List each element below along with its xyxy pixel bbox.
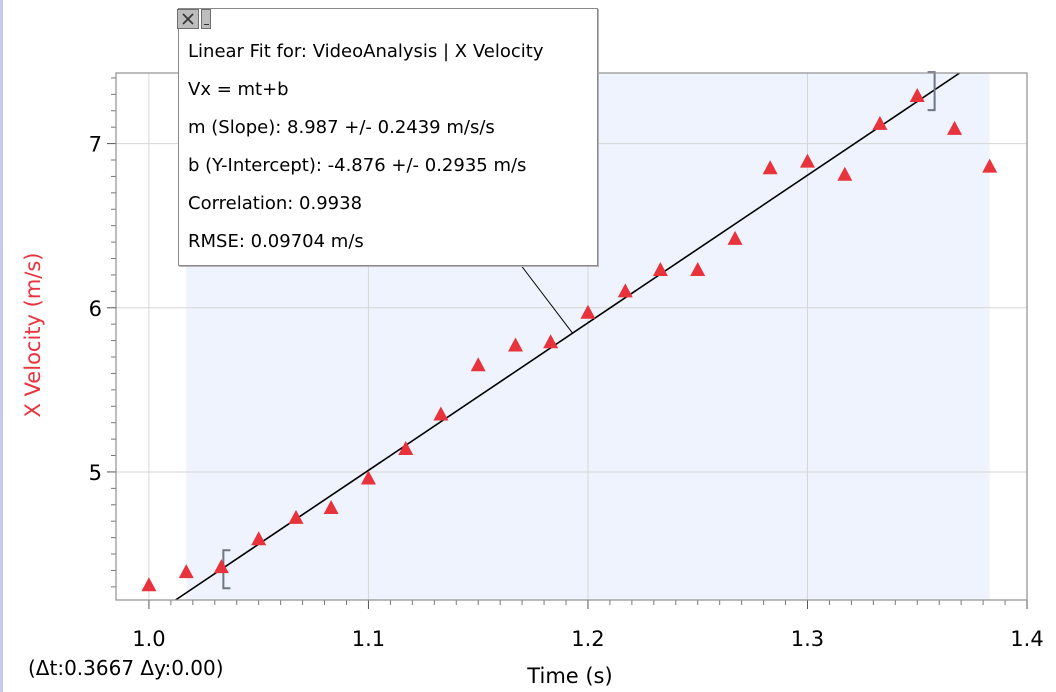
data-point bbox=[947, 120, 963, 135]
data-point bbox=[178, 564, 194, 579]
y-tick-label: 7 bbox=[89, 133, 102, 157]
fit-rmse: RMSE: 0.09704 m/s bbox=[188, 231, 364, 252]
data-point bbox=[799, 153, 815, 168]
window-edge bbox=[0, 0, 3, 692]
linear-fit-line[interactable] bbox=[175, 72, 961, 601]
annotation-leader-line bbox=[519, 263, 573, 334]
x-tick-label: 1.1 bbox=[352, 627, 385, 651]
data-point bbox=[982, 158, 998, 173]
fit-end-bracket bbox=[927, 71, 936, 112]
close-icon bbox=[182, 13, 194, 25]
data-point bbox=[872, 115, 888, 130]
close-button[interactable] bbox=[177, 9, 199, 29]
delta-readout: (Δt:0.3667 Δy:0.00) bbox=[28, 656, 224, 680]
minimize-button[interactable] bbox=[201, 9, 211, 29]
x-tick-label: 1.4 bbox=[1010, 627, 1043, 651]
tick-labels: 1.0 1.1 1.2 1.3 1.4 5 6 7 bbox=[89, 133, 1044, 651]
data-point bbox=[690, 262, 706, 277]
x-tick-label: 1.0 bbox=[132, 627, 165, 651]
data-point bbox=[288, 509, 304, 524]
y-tick-label: 5 bbox=[89, 461, 102, 485]
data-point bbox=[251, 531, 267, 546]
data-point bbox=[433, 406, 449, 421]
y-axis-label: X Velocity (m/s) bbox=[21, 253, 45, 418]
data-point bbox=[470, 357, 486, 372]
data-point bbox=[762, 160, 778, 175]
y-tick-label: 6 bbox=[89, 297, 102, 321]
fit-intercept: b (Y-Intercept): -4.876 +/- 0.2935 m/s bbox=[188, 155, 527, 176]
x-tick-label: 1.3 bbox=[791, 627, 824, 651]
fit-slope: m (Slope): 8.987 +/- 0.2439 m/s/s bbox=[188, 117, 495, 138]
data-point bbox=[909, 87, 925, 102]
fit-equation: Vx = mt+b bbox=[188, 79, 289, 100]
data-point bbox=[727, 230, 743, 245]
fit-title: Linear Fit for: VideoAnalysis | X Veloci… bbox=[188, 41, 544, 62]
data-point bbox=[543, 334, 559, 349]
fit-correlation: Correlation: 0.9938 bbox=[188, 193, 363, 214]
data-point bbox=[398, 440, 414, 455]
axis-ticks bbox=[107, 77, 1028, 609]
data-point bbox=[213, 559, 229, 574]
data-point bbox=[617, 283, 633, 298]
x-tick-label: 1.2 bbox=[571, 627, 604, 651]
data-point bbox=[323, 500, 339, 515]
data-point bbox=[580, 304, 596, 319]
data-point bbox=[141, 577, 157, 592]
linear-fit-annotation[interactable]: Linear Fit for: VideoAnalysis | X Veloci… bbox=[177, 8, 598, 266]
x-axis-label: Time (s) bbox=[526, 664, 612, 688]
data-point bbox=[652, 262, 668, 277]
data-point bbox=[360, 470, 376, 485]
data-point bbox=[508, 337, 524, 352]
data-point bbox=[837, 166, 853, 181]
data-points bbox=[141, 87, 998, 592]
